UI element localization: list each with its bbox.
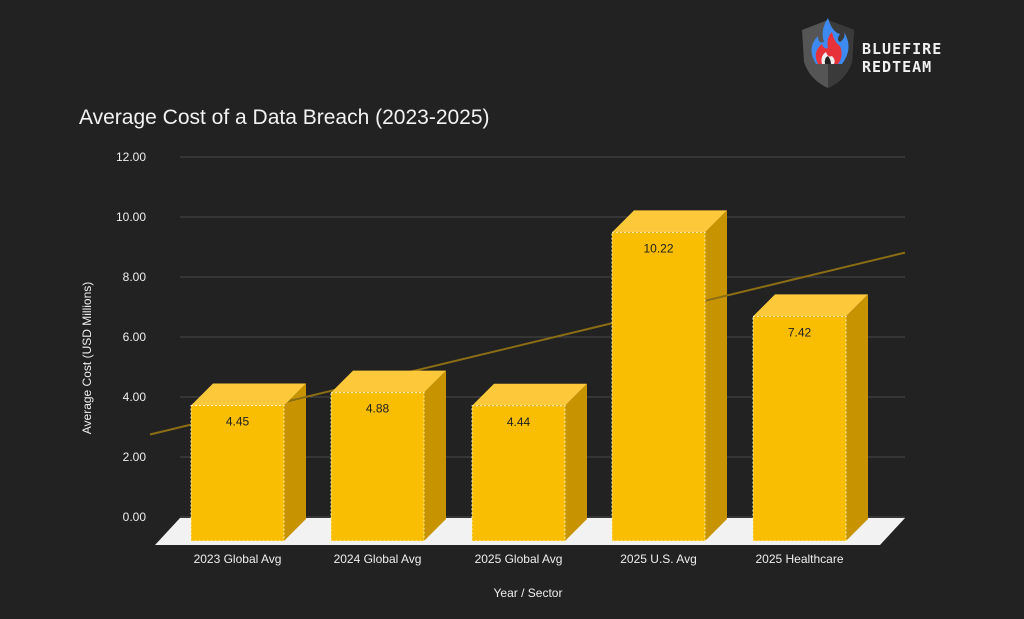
shield-flame-icon <box>802 18 854 88</box>
y-tick-label: 0.00 <box>123 510 147 524</box>
x-tick-label: 2025 U.S. Avg <box>620 552 697 566</box>
bar-top <box>191 383 306 406</box>
y-tick-label: 8.00 <box>123 270 147 284</box>
x-tick-label: 2023 Global Avg <box>194 552 282 566</box>
bar <box>330 392 425 542</box>
data-label: 7.42 <box>788 325 812 339</box>
y-tick-label: 2.00 <box>123 450 147 464</box>
bar <box>190 405 285 542</box>
bar-top <box>472 383 587 406</box>
bar <box>611 231 706 542</box>
bar-side <box>705 210 727 541</box>
data-label: 4.88 <box>366 402 390 416</box>
x-tick-label: 2025 Healthcare <box>755 552 843 566</box>
x-tick-label: 2025 Global Avg <box>475 552 563 566</box>
bar-top <box>612 210 727 233</box>
bar <box>471 405 566 542</box>
bar-top <box>753 294 868 317</box>
brand-name: BLUEFIRE REDTEAM <box>862 40 942 76</box>
bar-side <box>846 294 868 541</box>
data-label: 10.22 <box>643 241 673 255</box>
y-axis-title: Average Cost (USD Millions) <box>80 282 94 435</box>
bar-top <box>331 370 446 393</box>
x-tick-label: 2024 Global Avg <box>334 552 422 566</box>
chart-title: Average Cost of a Data Breach (2023-2025… <box>79 106 490 129</box>
brand-line1: BLUEFIRE <box>862 40 943 58</box>
bar-side <box>565 383 587 541</box>
bar-side <box>284 383 306 541</box>
data-label: 4.45 <box>226 415 250 429</box>
bar <box>752 315 847 542</box>
y-tick-label: 10.00 <box>116 210 146 224</box>
y-tick-label: 12.00 <box>116 150 146 164</box>
bar-side <box>424 370 446 541</box>
brand-line2: REDTEAM <box>862 58 933 76</box>
y-tick-label: 6.00 <box>123 330 147 344</box>
data-label: 4.44 <box>507 415 531 429</box>
bluefire-logo <box>796 12 860 97</box>
y-tick-label: 4.00 <box>123 390 147 404</box>
x-axis-title: Year / Sector <box>494 586 563 600</box>
